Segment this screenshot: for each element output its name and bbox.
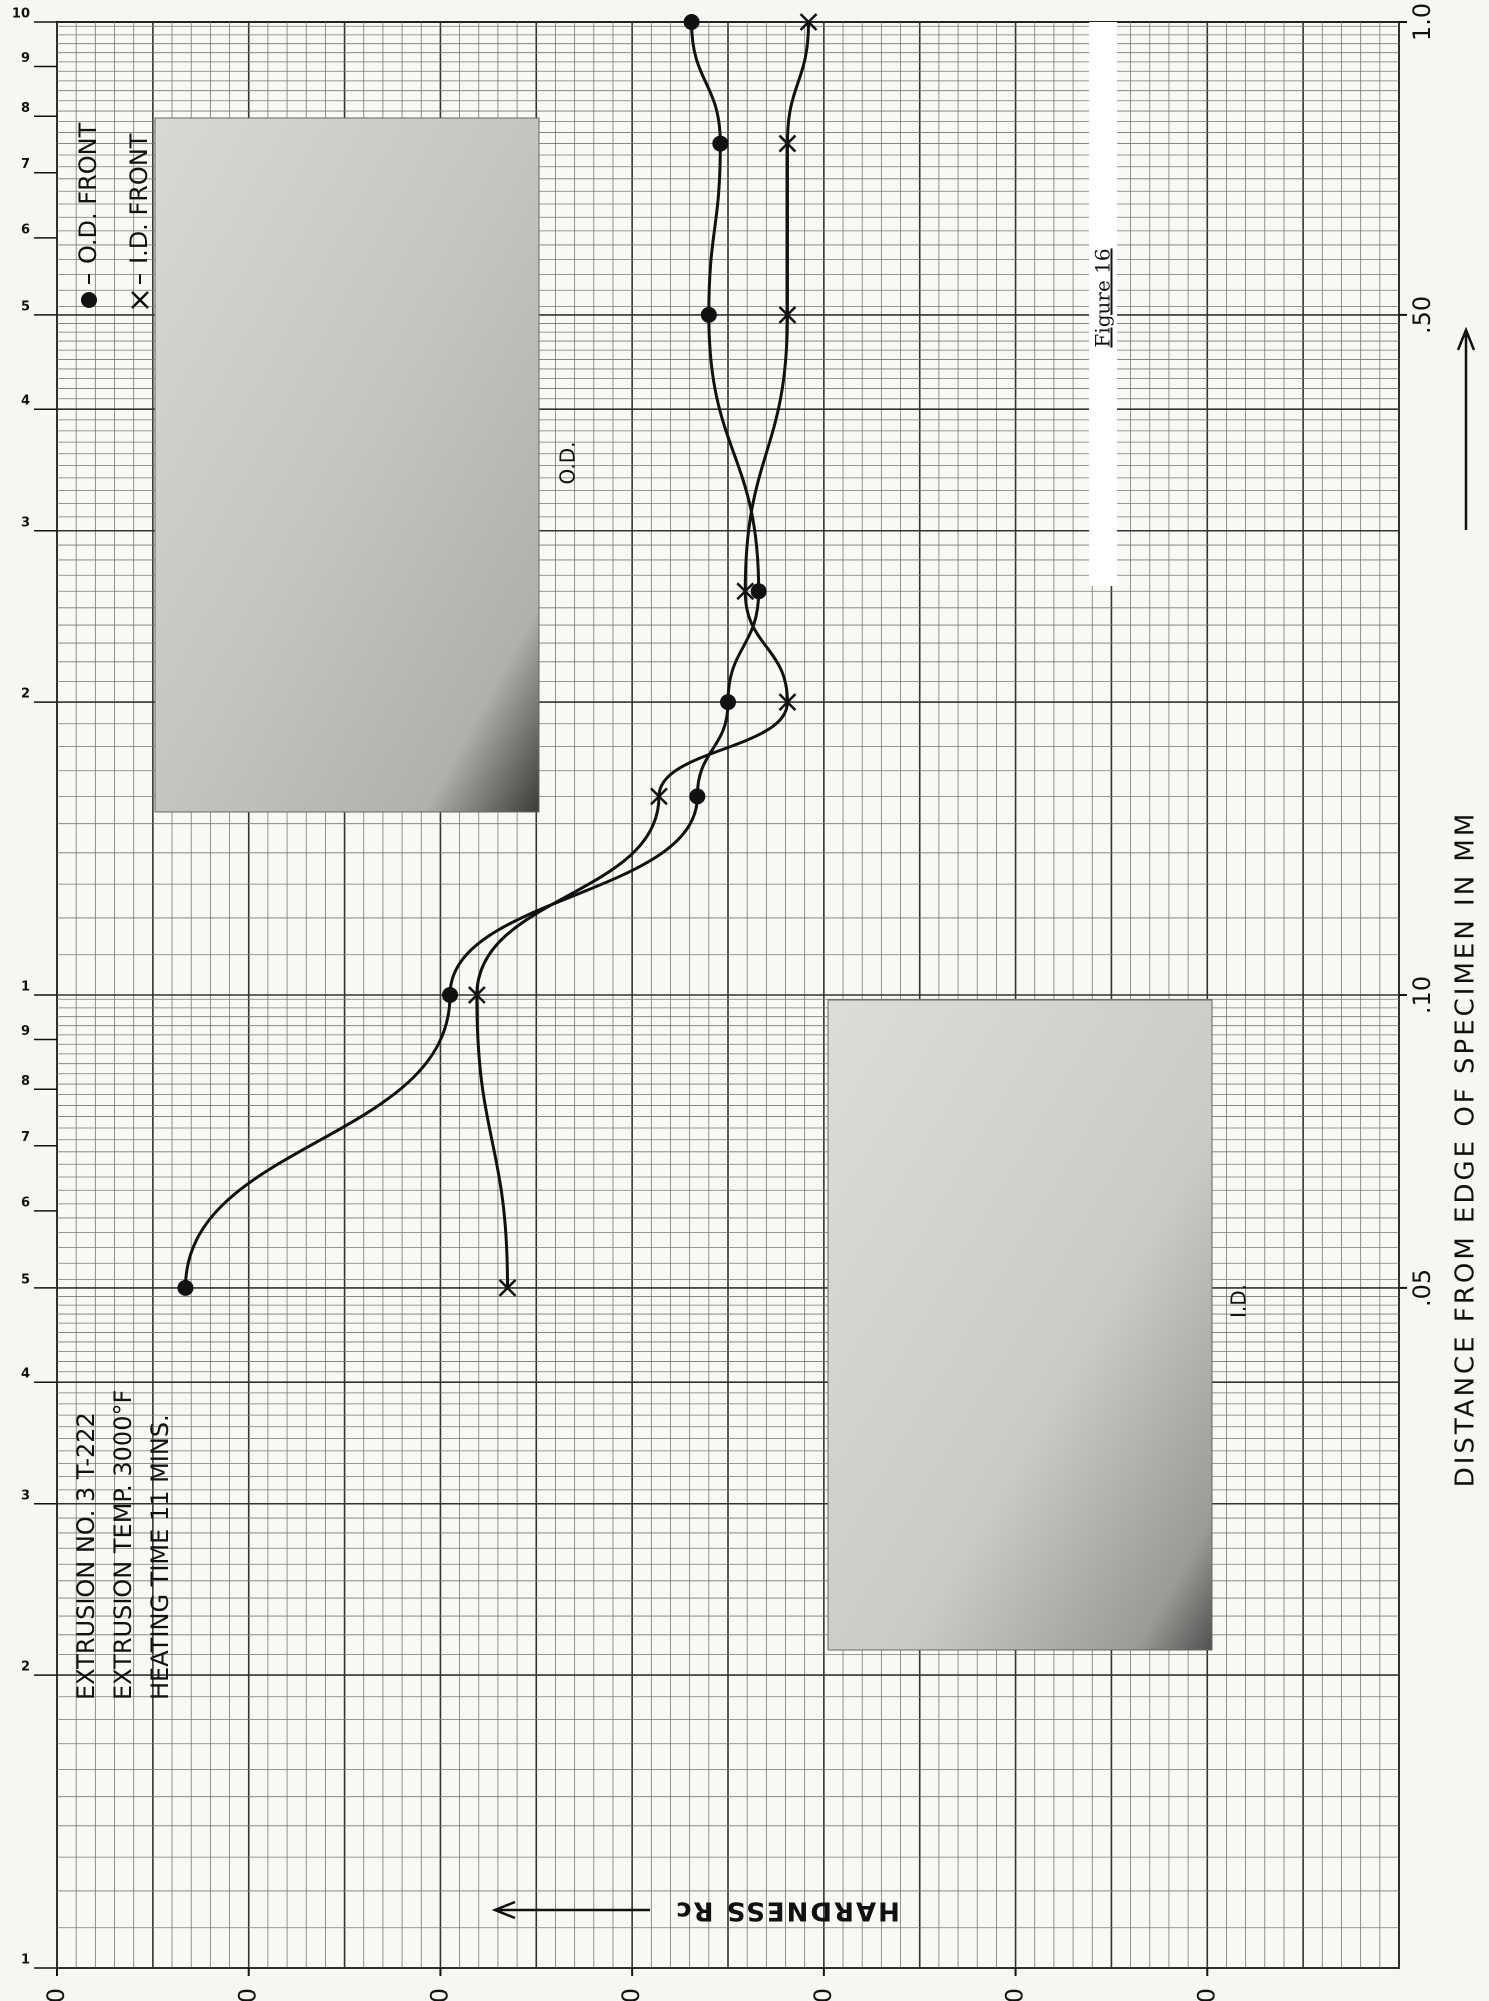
y-tick-label: .05 [1408,1269,1436,1307]
y2-tick-label: 1 [21,1953,30,1968]
x-tick-label: 20 [1001,1988,1029,2001]
figure-label: Figure 16 [1091,248,1115,347]
legend-marker [81,292,97,308]
data-point [684,14,700,30]
y2-tick-label: 8 [21,101,30,116]
data-point [689,788,705,804]
x-axis-title: HARDNESS Rc [674,1896,900,1926]
axis-arrow [1458,330,1474,530]
y2-tick-label: 9 [21,51,30,66]
x-tick-label: 30 [809,1988,837,2001]
data-point [720,694,736,710]
y2-tick-label: 2 [21,687,30,702]
data-point [701,307,717,323]
data-point [177,1280,193,1296]
annotation: HEATING TIME 11 MINS. [146,1414,174,1700]
y2-tick-label: 6 [21,222,30,237]
micrograph-od [155,118,539,812]
y2-tick-label: 6 [21,1195,30,1210]
annotation: EXTRUSION TEMP. 3000°F [109,1390,137,1700]
y2-tick-label: 7 [21,157,30,172]
y-axis-title: DISTANCE FROM EDGE OF SPECIMEN IN MM [1451,811,1481,1488]
x-tick-label: 40 [617,1988,645,2001]
x-tick-label: 10 [1192,1988,1220,2001]
x-tick-label: 70 [42,1988,70,2001]
data-point [751,583,767,599]
y2-tick-label: 8 [21,1074,30,1089]
y2-tick-label: 10 [12,7,30,22]
x-tick-label: 60 [234,1988,262,2001]
data-point [712,136,728,152]
y2-tick-label: 4 [21,394,30,409]
y2-tick-label: 7 [21,1130,30,1145]
annotation: EXTRUSION NO. 3 T-222 [72,1412,100,1700]
y2-tick-label: 9 [21,1024,30,1039]
y2-tick-label: 5 [21,1272,30,1287]
y2-tick-label: 2 [21,1660,30,1675]
y2-tick-label: 3 [21,515,30,530]
x-tick-label: 50 [425,1988,453,2001]
y-tick-label: .10 [1408,976,1436,1014]
y2-tick-label: 5 [21,299,30,314]
y-tick-label: 1.0 [1408,3,1436,41]
chart: 70 60 50 40 30 20 10 .05 .10 .50 1.0 10 9 8 7 6 5 4 3 2 1 9 8 7… [0,0,1489,2001]
legend-label: O.D. FRONT [74,122,102,264]
y2-tick-label: 4 [21,1367,30,1382]
page: {"chart_data": { "type": "scatter", "xla… [0,0,1489,2001]
data-point [442,987,458,1003]
y2-tick-label: 1 [21,980,30,995]
y-tick-label: .50 [1408,296,1436,334]
y2-tick-label: 3 [21,1488,30,1503]
photo-label: O.D. [556,441,580,484]
legend-label: I.D. FRONT [125,133,153,264]
micrograph-id [828,1000,1212,1650]
photo-label: I.D. [1227,1284,1251,1318]
